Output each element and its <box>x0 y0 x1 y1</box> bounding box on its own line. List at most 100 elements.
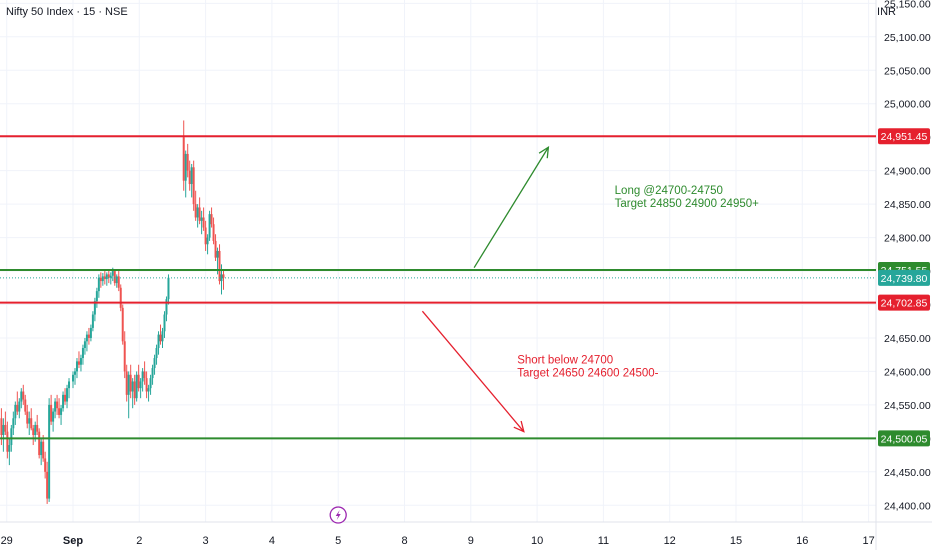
currency-label[interactable]: INR <box>877 6 896 18</box>
candle-body <box>72 374 74 382</box>
short-arrowhead <box>513 420 525 433</box>
lightning-bolt <box>335 510 341 520</box>
y-tick-label: 24,450.00 <box>884 467 931 479</box>
candle-body <box>214 240 217 258</box>
short-annotation-text: Short below 24700 <box>517 354 613 366</box>
x-tick-label: 4 <box>269 535 275 547</box>
candle-body <box>192 167 195 205</box>
candle-body <box>125 371 128 395</box>
candle-body <box>2 424 5 435</box>
y-tick-label: 24,650.00 <box>884 333 931 345</box>
candle-body <box>200 217 203 221</box>
candle-body <box>18 401 21 412</box>
short-annotation-text: Target 24650 24600 24500- <box>517 367 658 379</box>
candle-body <box>73 371 76 375</box>
x-tick-label: 8 <box>401 535 407 547</box>
candle-body <box>145 378 148 392</box>
candle-body <box>186 153 189 171</box>
candle-body <box>151 368 154 379</box>
candle-body <box>0 418 3 435</box>
y-tick-label: 24,600.00 <box>884 366 931 378</box>
candle-body <box>85 334 88 342</box>
candle-body <box>212 224 215 241</box>
candle-body <box>91 314 94 328</box>
x-tick-label: 10 <box>531 535 543 547</box>
candle-body <box>208 214 211 238</box>
candle-body <box>56 401 59 409</box>
candle-body <box>131 381 134 392</box>
y-tick-label: 24,900.00 <box>884 166 931 178</box>
y-tick-label: 24,400.00 <box>884 500 931 512</box>
y-tick-label: 24,800.00 <box>884 233 931 245</box>
y-tick-label: 25,050.00 <box>884 65 931 77</box>
y-tick-label: 24,850.00 <box>884 199 931 211</box>
x-tick-label: 16 <box>796 535 808 547</box>
candle-body <box>64 394 67 402</box>
candle-body <box>12 418 15 429</box>
candle-body <box>75 361 78 372</box>
candle-body <box>210 214 213 225</box>
x-tick-label: 12 <box>664 535 676 547</box>
candle-body <box>135 374 138 399</box>
candle-body <box>87 334 90 338</box>
candle-body <box>163 314 166 332</box>
candle-body <box>137 374 140 389</box>
candle-body <box>24 399 27 412</box>
candle-body <box>89 327 92 338</box>
candle-body <box>83 341 86 348</box>
candle-body <box>62 394 65 409</box>
candle-body <box>141 371 144 382</box>
candle-body <box>50 404 53 422</box>
candle-body <box>54 401 57 412</box>
x-tick-label: 15 <box>730 535 742 547</box>
candle-body <box>22 391 25 400</box>
candle-body <box>103 276 106 280</box>
candle-body <box>204 227 207 245</box>
x-tick-label: 9 <box>468 535 474 547</box>
candle-body <box>113 271 116 284</box>
long-annotation-text: Long @24700-24750 <box>615 185 723 197</box>
candle-body <box>155 348 158 359</box>
candle-body <box>4 424 7 432</box>
candle-body <box>216 250 219 258</box>
candle-body <box>133 381 136 399</box>
price-label: 24,702.85 <box>881 298 928 310</box>
candle-body <box>218 250 221 282</box>
candle-body <box>129 374 132 392</box>
x-tick-label: 29 <box>1 535 13 547</box>
candle-body <box>66 388 69 402</box>
x-tick-label: Sep <box>63 535 83 547</box>
candle-body <box>95 291 98 302</box>
y-tick-label: 25,100.00 <box>884 32 931 44</box>
candle-body <box>194 204 197 218</box>
x-tick-label: 11 <box>598 535 609 547</box>
y-tick-label: 25,150.00 <box>884 0 931 10</box>
candle-body <box>10 428 13 446</box>
candle-body <box>60 408 63 415</box>
candle-body <box>48 404 51 499</box>
candle-body <box>20 391 23 402</box>
candle-body <box>46 471 49 499</box>
candle-body <box>79 358 82 365</box>
candle-body <box>119 287 122 308</box>
candle-body <box>167 277 170 300</box>
long-arrowhead <box>538 145 550 159</box>
symbol-title[interactable]: Nifty 50 Index · 15 · NSE <box>6 6 128 18</box>
candle-body <box>6 431 9 452</box>
price-label: 24,951.45 <box>881 131 928 143</box>
candle-body <box>117 276 120 288</box>
candle-body <box>220 274 223 282</box>
price-label-box <box>878 269 930 286</box>
candle-body <box>34 424 37 435</box>
candle-body <box>107 274 110 278</box>
candle-body <box>16 404 19 412</box>
candle-body <box>77 361 80 365</box>
price-label: 24,739.80 <box>881 273 928 285</box>
long-arrow <box>473 146 549 269</box>
candle-body <box>14 404 17 419</box>
candle-body <box>123 341 126 372</box>
candle-body <box>68 381 71 389</box>
y-tick-label: 24,550.00 <box>884 400 931 412</box>
y-tick-label: 25,000.00 <box>884 99 931 111</box>
